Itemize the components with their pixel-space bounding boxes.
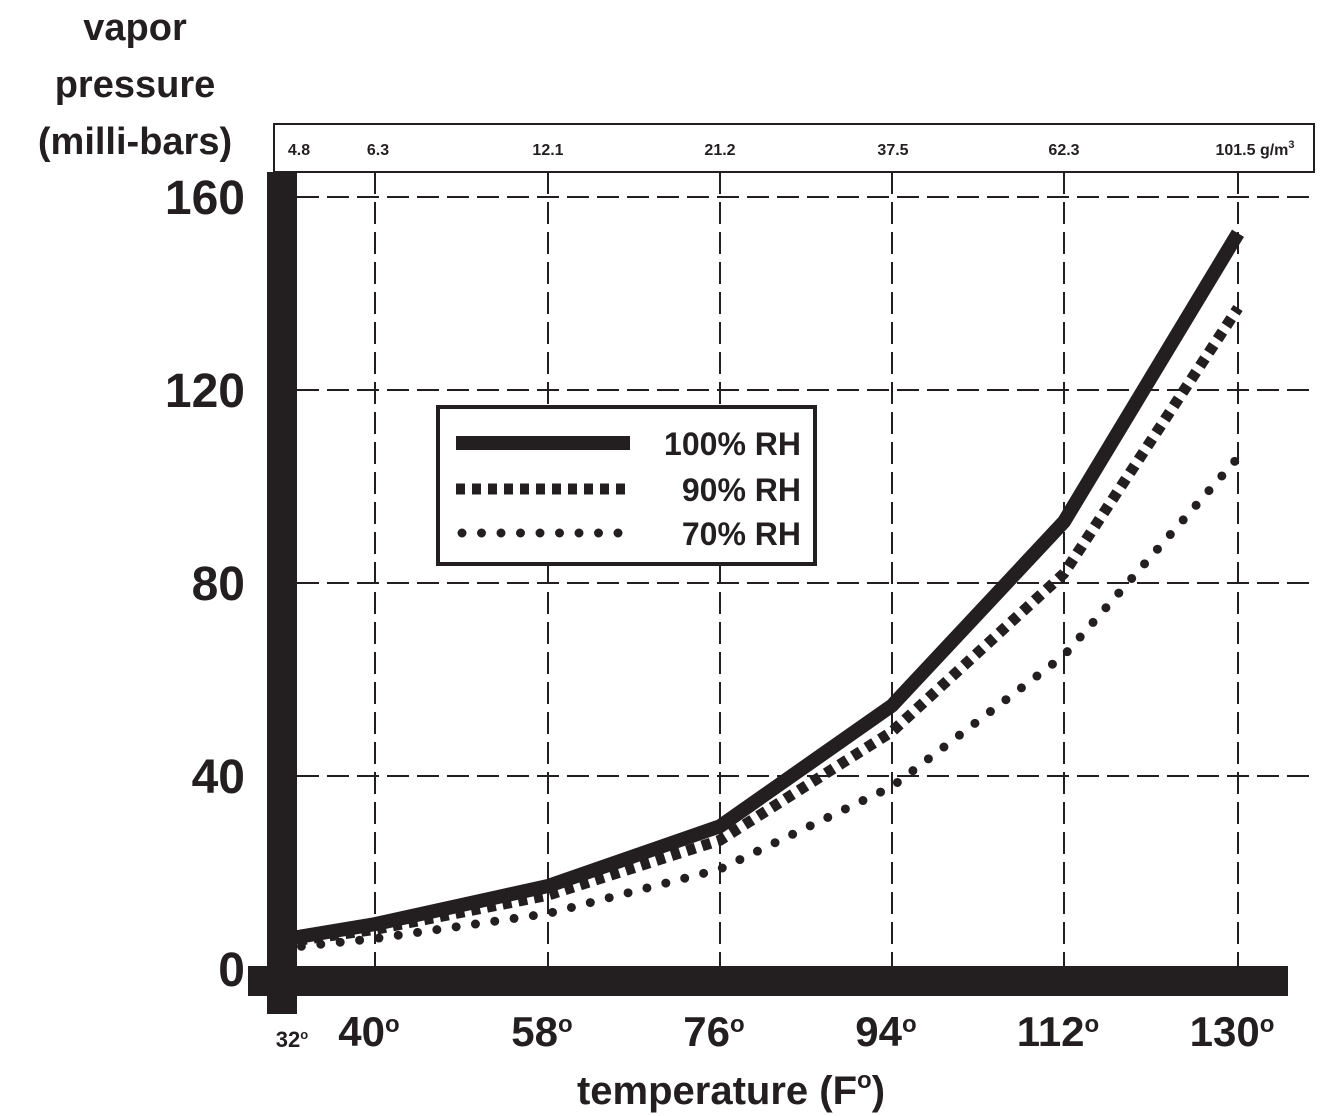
legend-label-90: 90% RH	[682, 472, 801, 508]
x-tick-label-130: 130o	[1190, 1008, 1275, 1055]
top-axis-label-0: 4.8	[288, 142, 310, 159]
legend: 100% RH 90% RH 70% RH	[436, 405, 817, 566]
y-tick-label-40: 40	[192, 751, 245, 804]
y-tick-labels: 0 40 80 120 160	[165, 172, 245, 997]
top-axis-labels: 4.8 6.3 12.1 21.2 37.5 62.3 101.5 g/m3	[288, 139, 1295, 159]
x-tick-label-58: 58o	[511, 1008, 572, 1055]
degree-sign: o	[300, 1027, 308, 1042]
degree-sign: o	[902, 1011, 917, 1038]
top-axis-label-2: 12.1	[532, 142, 563, 159]
y-tick-label-80: 80	[192, 558, 245, 611]
series-line-100	[280, 229, 1244, 947]
series-line-70	[277, 453, 1243, 953]
y-axis-title-line-3: (milli-bars)	[38, 121, 232, 163]
degree-sign: o	[1260, 1011, 1275, 1038]
x-tick-label-40: 40o	[338, 1008, 399, 1055]
x-tick-label-94: 94o	[855, 1008, 916, 1055]
x-tick-label-112: 112o	[1017, 1008, 1099, 1055]
y-axis-title: vapor pressure (milli-bars)	[38, 7, 232, 163]
y-axis-line	[267, 172, 297, 1014]
y-axis-title-line-1: vapor	[83, 7, 187, 49]
x-tick-label-32: 32o	[276, 1027, 308, 1052]
top-axis-label-5: 62.3	[1048, 142, 1079, 159]
top-axis-label-6: 101.5 g/m3	[1215, 139, 1294, 159]
top-axis-label-4: 37.5	[877, 142, 908, 159]
y-tick-label-0: 0	[218, 944, 245, 997]
top-axis-label-3: 21.2	[704, 142, 735, 159]
x-axis-line	[248, 966, 1288, 996]
degree-sign: o	[385, 1011, 400, 1038]
degree-sign: o	[730, 1011, 745, 1038]
grid	[297, 172, 1312, 966]
y-tick-label-120: 120	[165, 365, 245, 418]
x-axis-title: temperature (Fo)	[577, 1067, 885, 1113]
top-axis-unit-sup: 3	[1288, 139, 1294, 151]
series-line-90	[281, 304, 1243, 948]
degree-sign: o	[1085, 1011, 1100, 1038]
top-axis-box	[273, 123, 1315, 173]
degree-sign: o	[558, 1011, 573, 1038]
y-tick-label-160: 160	[165, 172, 245, 225]
y-axis-title-line-2: pressure	[55, 64, 216, 106]
top-axis-label-1: 6.3	[367, 142, 389, 159]
legend-label-100: 100% RH	[664, 426, 801, 462]
legend-box	[436, 405, 817, 566]
x-tick-label-76: 76o	[683, 1008, 744, 1055]
series-group	[277, 229, 1244, 953]
x-tick-labels: 32o 40o 58o 76o 94o 112o 130o	[276, 1008, 1275, 1055]
legend-label-70: 70% RH	[682, 516, 801, 552]
